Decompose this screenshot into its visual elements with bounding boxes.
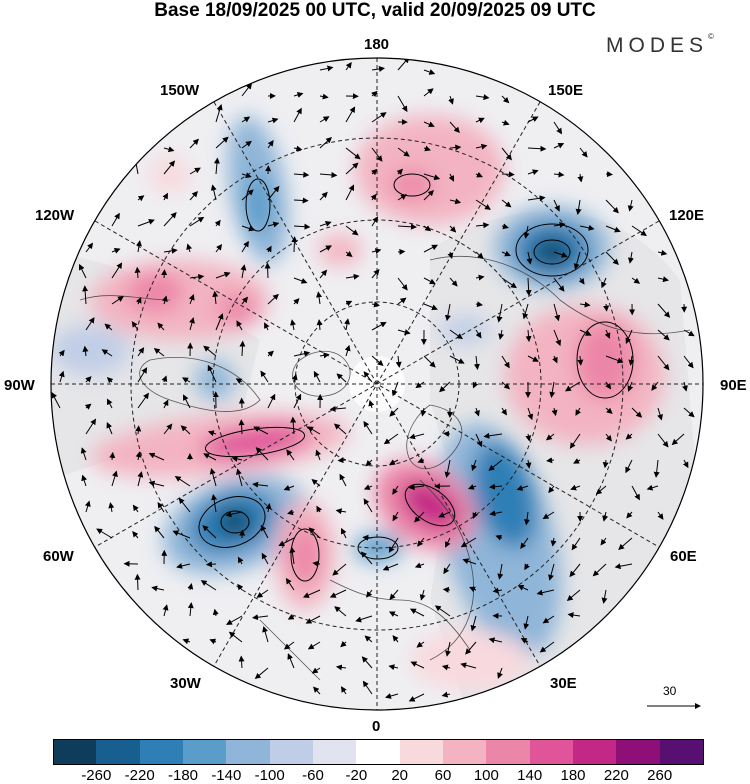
lon-label-60e: 60E — [670, 548, 697, 565]
lon-label-30w: 30W — [170, 675, 201, 692]
colorbar-tick-label: 140 — [517, 767, 542, 784]
wind-vector — [164, 270, 165, 278]
wind-vector — [207, 564, 216, 565]
wind-vector — [363, 537, 372, 538]
colorbar-swatch — [226, 739, 270, 765]
colorbar-swatch — [486, 739, 530, 765]
wind-vector — [267, 264, 268, 279]
wind-vector — [606, 174, 612, 175]
lon-label-0: 0 — [372, 718, 380, 735]
lon-label-120e: 120E — [669, 207, 704, 224]
wind-vector — [444, 589, 450, 590]
wind-vector — [294, 200, 308, 201]
wind-vector — [398, 252, 404, 253]
wind-vector — [502, 174, 514, 175]
colorbar-swatch — [443, 739, 487, 765]
wind-vector — [137, 575, 138, 590]
colorbar-swatch — [140, 739, 184, 765]
colorbar-tick-label: -220 — [125, 767, 155, 784]
colorbar-swatch — [400, 739, 444, 765]
colorbar-tick-label: 180 — [560, 767, 585, 784]
lon-label-150e: 150E — [548, 82, 583, 99]
colorbar-swatch — [270, 739, 314, 765]
wind-vector — [339, 460, 347, 461]
reference-vector-label: 30 — [663, 684, 676, 698]
colorbar-swatch — [530, 739, 574, 765]
colorbar-tick-label: -260 — [81, 767, 111, 784]
colorbar-swatch — [313, 739, 357, 765]
colorbar-tick-label: 20 — [391, 767, 408, 784]
colorbar-tick-label: -180 — [168, 767, 198, 784]
wind-vector — [241, 420, 242, 434]
lon-label-60w: 60W — [43, 548, 74, 565]
colorbar-tick-label: 220 — [604, 767, 629, 784]
lon-label-120w: 120W — [35, 207, 74, 224]
colorbar-tick-label: -100 — [255, 767, 285, 784]
colorbar-tick-label: 60 — [435, 767, 452, 784]
wind-vector — [242, 342, 243, 356]
colorbar-swatch — [53, 739, 98, 765]
wind-vector — [242, 531, 243, 538]
lon-label-90e: 90E — [720, 377, 747, 394]
colorbar-swatch — [616, 739, 660, 765]
lon-label-180: 180 — [364, 36, 389, 53]
anomaly-field — [40, 50, 720, 730]
colorbar — [53, 739, 703, 763]
colorbar-tick-label: -60 — [302, 767, 324, 784]
colorbar-tick-label: -20 — [345, 767, 367, 784]
colorbar-swatch — [356, 739, 400, 765]
wind-vector — [294, 237, 295, 252]
colorbar-swatch — [573, 739, 617, 765]
colorbar-tick-label: 100 — [474, 767, 499, 784]
lon-label-150w: 150W — [160, 82, 199, 99]
colorbar-swatch — [660, 739, 705, 765]
lon-label-90w: 90W — [4, 377, 35, 394]
wind-vector — [444, 434, 450, 435]
wind-vector — [138, 426, 139, 434]
lon-label-30e: 30E — [550, 675, 577, 692]
colorbar-swatch — [183, 739, 227, 765]
colorbar-swatch — [96, 739, 140, 765]
wind-vector — [606, 304, 607, 311]
colorbar-tick-label: -140 — [211, 767, 241, 784]
colorbar-tick-label: 260 — [647, 767, 672, 784]
